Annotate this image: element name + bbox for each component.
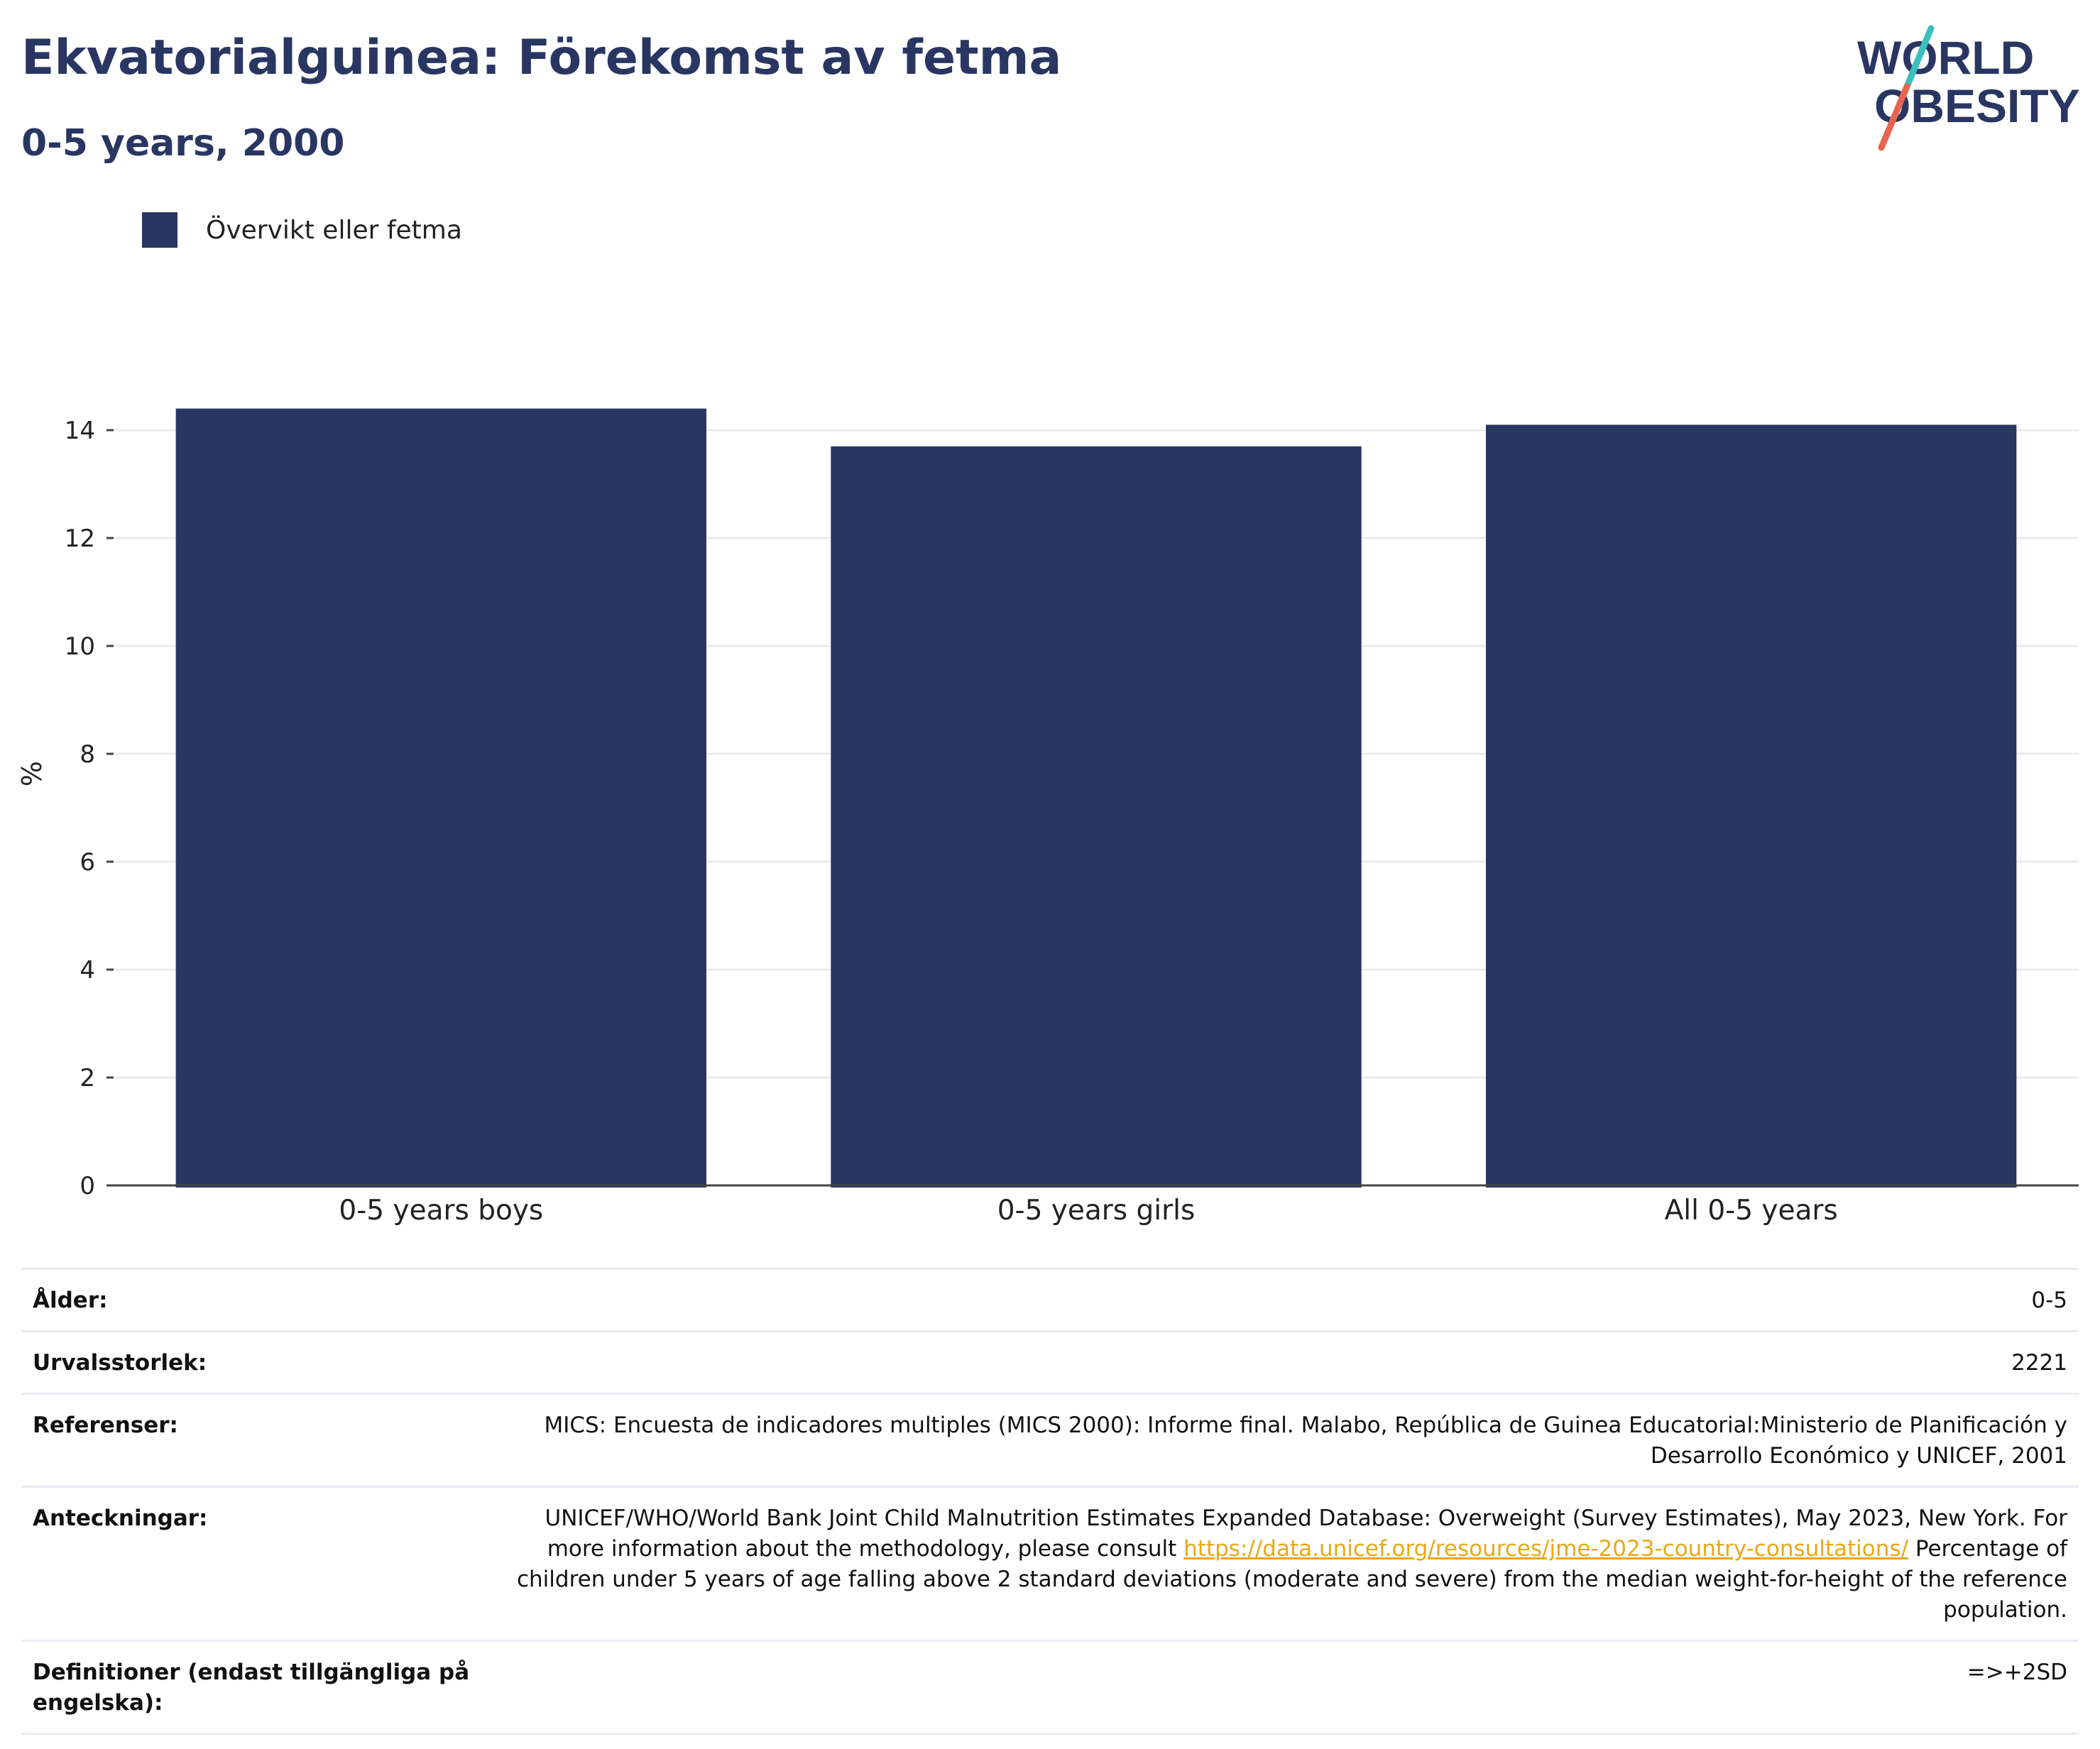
world-obesity-logo: WORLD OBESITY — [1857, 25, 2080, 151]
legend-label: Övervikt eller fetma — [206, 215, 462, 245]
details-label: Referenser: — [33, 1413, 178, 1438]
details-row-age: Ålder: 0-5 — [21, 1268, 2079, 1330]
bar[interactable] — [175, 408, 707, 1188]
details-label: Urvalsstorlek: — [33, 1350, 207, 1376]
details-row-references: Referenser: MICS: Encuesta de indicadore… — [21, 1393, 2079, 1486]
details-value: =>+2SD — [1967, 1660, 2067, 1685]
bar[interactable] — [1485, 424, 2017, 1188]
y-tick-label: 14 — [65, 417, 95, 445]
y-axis-title: % — [16, 761, 48, 786]
bar-chart: 0 2 4 6 8 10 12 14 0-5 years boys 0-5 years girl… — [16, 408, 2079, 1227]
chart-legend: Övervikt eller fetma — [142, 210, 462, 250]
legend-swatch — [142, 212, 177, 248]
page-subtitle: 0-5 years, 2000 — [21, 122, 345, 165]
logo-line1: WORLD — [1857, 31, 2034, 84]
y-axis-ticks: 0 2 4 6 8 10 12 14 — [65, 417, 114, 1200]
details-label: Definitioner (endast tillgängliga på eng… — [33, 1660, 470, 1716]
x-tick-label: 0-5 years boys — [339, 1195, 543, 1227]
bars — [175, 408, 2017, 1188]
x-axis-ticks: 0-5 years boys 0-5 years girls All 0-5 yea… — [339, 1195, 1837, 1227]
y-tick-label: 6 — [80, 848, 95, 877]
details-label: Ålder: — [33, 1288, 108, 1313]
logo-slash-bottom — [1878, 83, 1910, 151]
bar[interactable] — [831, 446, 1362, 1188]
y-tick-label: 12 — [65, 525, 95, 553]
methodology-link[interactable]: https://data.unicef.org/resources/jme-20… — [1183, 1536, 1909, 1562]
y-tick-label: 2 — [80, 1064, 95, 1092]
details-value: UNICEF/WHO/World Bank Joint Child Malnut… — [487, 1503, 2067, 1625]
details-row-sample-size: Urvalsstorlek: 2221 — [21, 1330, 2079, 1393]
details-label: Anteckningar: — [33, 1506, 208, 1531]
notes-text-after: Percentage of children under 5 years of … — [516, 1536, 2067, 1623]
details-row-notes: Anteckningar: UNICEF/WHO/World Bank Join… — [21, 1486, 2079, 1640]
details-row-definitions: Definitioner (endast tillgängliga på eng… — [21, 1640, 2079, 1735]
x-tick-label: All 0-5 years — [1665, 1195, 1838, 1227]
details-value: MICS: Encuesta de indicadores multiples … — [544, 1413, 2067, 1469]
y-tick-label: 0 — [80, 1172, 95, 1200]
x-tick-label: 0-5 years girls — [997, 1195, 1196, 1227]
details-value: 0-5 — [2031, 1288, 2067, 1313]
y-tick-label: 4 — [80, 956, 95, 985]
page-title: Ekvatorialguinea: Förekomst av fetma — [21, 30, 1062, 86]
notes-text-before: UNICEF/WHO/World Bank Joint Child Malnut… — [545, 1506, 2068, 1562]
logo-slash-top — [1903, 25, 1935, 90]
y-tick-label: 8 — [80, 740, 95, 769]
details-value: 2221 — [2011, 1350, 2067, 1376]
y-tick-label: 10 — [65, 632, 95, 661]
details-table: Ålder: 0-5 Urvalsstorlek: 2221 Referense… — [21, 1268, 2079, 1735]
